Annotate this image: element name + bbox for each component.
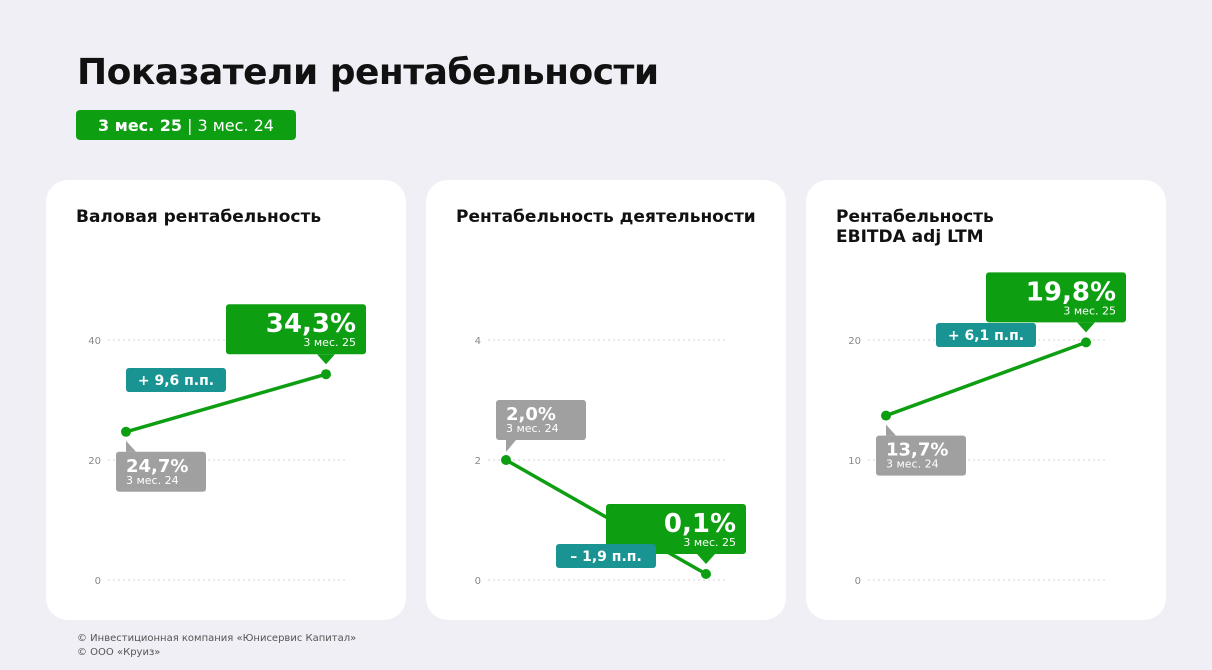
series-line [504, 458, 708, 576]
callout-box [116, 451, 206, 492]
y-tick-label: 2 [475, 456, 481, 467]
footer: © Инвестиционная компания «Юнисервис Кап… [77, 632, 356, 660]
callout-value: 19,8% [1026, 277, 1116, 307]
y-tick-label: 0 [95, 576, 101, 587]
callout-period: 3 мес. 24 [506, 422, 559, 435]
chart-title: Рентабельность деятельности [456, 207, 756, 227]
callout-pointer [1077, 322, 1095, 333]
footer-copyright-2: © ООО «Круиз» [77, 647, 161, 658]
change-badge: + 9,6 п.п. [126, 368, 226, 392]
series-line [884, 340, 1088, 418]
change-badge-box [936, 323, 1036, 347]
chart-card-ebitda-margin: Рентабельность EBITDA adj LTM 0 10 20 13,7%… [806, 180, 1166, 620]
data-point-current [701, 569, 711, 579]
chart-gross-margin: 0 20 40 24,7%3 мес. 24 34,3%3 мес. 25 + 9,6 п… [88, 304, 366, 587]
callout-box [986, 272, 1126, 323]
period-previous: 3 мес. 24 [197, 115, 274, 135]
callout-previous: 24,7%3 мес. 24 [116, 440, 206, 492]
callout-period: 3 мес. 24 [886, 458, 939, 471]
y-tick-label: 0 [475, 576, 481, 587]
callout-pointer [126, 440, 136, 452]
data-point-current [321, 369, 331, 380]
data-point-previous [121, 426, 131, 437]
callout-period: 3 мес. 25 [1063, 304, 1116, 317]
callout-value: 13,7% [886, 440, 948, 461]
y-tick-label: 20 [848, 336, 861, 347]
callout-value: 34,3% [266, 309, 356, 339]
period-badge: 3 мес. 25 | 3 мес. 24 [76, 110, 296, 140]
y-tick-label: 10 [848, 456, 861, 467]
chart-card-gross-margin: Валовая рентабельность 0 20 40 24,7% 3 мес. … [46, 180, 406, 620]
callout-current: 0,1%3 мес. 25 [606, 504, 746, 564]
y-tick-label: 4 [475, 336, 481, 347]
page-title: Показатели рентабельности [77, 52, 659, 93]
callout-previous: 13,7%3 мес. 24 [876, 424, 966, 476]
chart-title: Валовая рентабельность [76, 207, 322, 227]
change-value: + 9,6 п.п. [138, 373, 214, 389]
y-tick-label: 40 [88, 336, 101, 347]
callout-box [496, 400, 586, 440]
chart-card-operating-margin: Рентабельность деятельности 0 2 4 0,1% 3 мес… [426, 180, 786, 620]
series-line [124, 372, 328, 434]
callout-pointer [697, 554, 715, 564]
chart-operating-margin: 0 2 4 0,1%3 мес. 25 2,0%3 мес. 24 – 1,9 п.п. [475, 336, 746, 587]
callout-box [606, 504, 746, 554]
change-value: + 6,1 п.п. [948, 328, 1024, 344]
callout-value: 0,1% [664, 509, 736, 539]
y-tick-label: 20 [88, 456, 101, 467]
callout-value: 2,0% [506, 404, 556, 425]
callout-box [876, 435, 966, 476]
change-badge: + 6,1 п.п. [936, 323, 1036, 347]
y-tick-label: 0 [855, 576, 861, 587]
callout-period: 3 мес. 24 [126, 474, 179, 487]
data-point-current [1081, 337, 1091, 348]
footer-copyright-1: © Инвестиционная компания «Юнисервис Кап… [77, 633, 357, 644]
callout-pointer [317, 354, 335, 365]
callout-pointer [886, 424, 896, 436]
data-point-previous [501, 455, 511, 465]
data-point-previous [881, 410, 891, 421]
change-value: – 1,9 п.п. [570, 549, 642, 565]
callout-value: 24,7% [126, 456, 188, 477]
callout-period: 3 мес. 25 [683, 536, 736, 549]
callout-current: 34,3%3 мес. 25 [226, 304, 366, 365]
callout-pointer [506, 440, 516, 452]
chart-title: Рентабельность EBITDA adj LTM [836, 207, 994, 247]
change-badge: – 1,9 п.п. [556, 544, 656, 568]
callout-previous: 2,0%3 мес. 24 [496, 400, 586, 452]
period-current: 3 мес. 25 [98, 115, 183, 135]
change-badge-box [556, 544, 656, 568]
change-badge-box [126, 368, 226, 392]
period-separator: | [187, 115, 193, 135]
callout-box [226, 304, 366, 355]
callout-current: 19,8%3 мес. 25 [986, 272, 1126, 333]
callout-period: 3 мес. 25 [303, 336, 356, 349]
